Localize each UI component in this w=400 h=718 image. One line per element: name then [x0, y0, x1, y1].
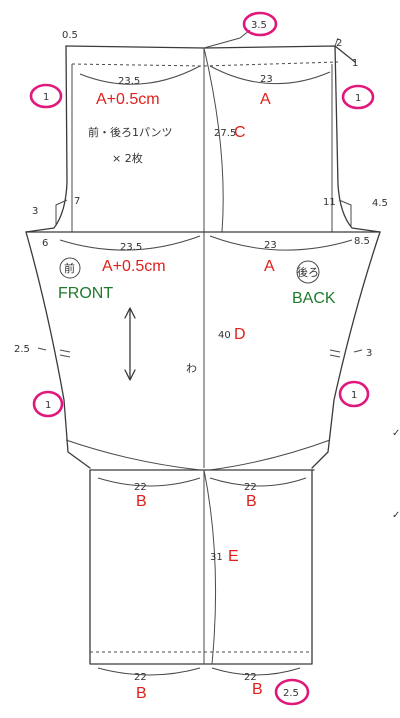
lower-length: 31 — [210, 552, 223, 563]
rise-highlight-circle — [242, 11, 278, 37]
rise-letter: C — [234, 124, 246, 141]
rise-at-center: 3.5 — [251, 20, 267, 31]
right-side-highlight-circle — [338, 380, 370, 408]
top-left-seam-label: A+0.5cm — [96, 91, 160, 108]
back-leg-outseam — [311, 231, 381, 469]
top-right-width: 23 — [260, 74, 273, 85]
right-drop-label: 1 — [352, 58, 358, 69]
hip-right-seam-label: A — [264, 258, 275, 275]
allowance-left-top: 1 — [43, 92, 49, 103]
side-seam-curve — [203, 47, 224, 233]
right-notch — [329, 349, 341, 358]
back-knee-arc — [209, 477, 307, 487]
hem-left-letter: B — [136, 685, 147, 702]
jp-title: 前・後ろ1パンツ — [88, 125, 173, 139]
left-side-highlight-circle — [32, 390, 64, 418]
hem-left-width: 22 — [134, 672, 147, 683]
crotch-left-seam: 7 — [74, 196, 80, 207]
hip-left-width: 23.5 — [120, 242, 142, 253]
crotch-left-ext: 3 — [32, 206, 38, 217]
right-top-highlight-circle — [341, 84, 375, 110]
waist-line — [65, 45, 356, 63]
back-waist-arc — [209, 65, 331, 85]
front-waist-arc — [79, 65, 201, 85]
hem-highlight-circle — [274, 678, 310, 706]
allowance-highlights: 3.5 1 1 1 1 2.5 — [29, 11, 375, 706]
front-jp-label: 前 — [64, 261, 75, 275]
back-jp-label: 後ろ — [297, 265, 319, 279]
edge-mark-2: ✓ — [392, 510, 400, 521]
front-circle — [59, 257, 81, 279]
allowance-left-side: 1 — [45, 400, 51, 411]
knee-right-letter: B — [246, 493, 257, 510]
back-rise-edge — [334, 45, 381, 233]
back-knee-curve — [209, 439, 331, 471]
front-hip-arc — [59, 235, 201, 251]
knee-left-letter: B — [136, 493, 147, 510]
front-rise-edge — [25, 45, 68, 233]
right-rise-label: 2 — [336, 38, 342, 49]
grainline-arrow-bottom — [124, 369, 136, 381]
corner-tick — [334, 37, 339, 47]
hem-right-letter: B — [252, 681, 263, 698]
rise-line — [203, 37, 241, 49]
lower-center-curve — [203, 469, 217, 665]
front-label: FRONT — [58, 285, 113, 302]
top-left-width: 23.5 — [118, 76, 140, 87]
waist-guide — [71, 61, 339, 67]
back-label: BACK — [292, 290, 336, 307]
allowance-right-side: 1 — [351, 390, 357, 401]
leg-length: 40 — [218, 330, 231, 341]
jp-count: × 2枚 — [112, 151, 143, 165]
left-crotch-box — [55, 199, 68, 226]
front-knee-arc — [97, 477, 201, 487]
left-side-arrow — [37, 347, 47, 351]
edge-mark-1: ✓ — [392, 428, 400, 439]
leg-letter: D — [234, 326, 246, 343]
knee-right-width: 22 — [244, 482, 257, 493]
measurement-labels: 0.5 2 1 23.5 23 A+0.5cm A 前・後ろ1パンツ × 2枚 … — [14, 30, 388, 702]
back-hem-arc — [211, 667, 301, 676]
crotch-left-depth: 6 — [42, 238, 48, 249]
crotch-right-seam: 11 — [323, 197, 336, 208]
back-circle — [296, 260, 320, 284]
front-leg-outseam — [25, 231, 91, 469]
rise-length: 27.5 — [214, 128, 236, 139]
lower-leg-outline — [89, 469, 313, 665]
grain-mark: わ — [186, 362, 197, 375]
front-knee-curve — [65, 439, 201, 471]
left-notch — [59, 349, 71, 358]
hem-right-width: 22 — [244, 672, 257, 683]
crotch-right-depth: 8.5 — [354, 236, 370, 247]
pattern-outline — [25, 29, 381, 676]
left-side-measure: 2.5 — [14, 344, 30, 355]
left-top-highlight-circle — [29, 83, 63, 109]
hem-allowance: 2.5 — [283, 688, 299, 699]
front-hem-arc — [97, 667, 201, 676]
right-side-measure: 3 — [366, 348, 372, 359]
right-side-arrow — [353, 349, 363, 353]
lower-letter: E — [228, 548, 239, 565]
top-corner-label: 0.5 — [62, 30, 78, 41]
hip-right-width: 23 — [264, 240, 277, 251]
allowance-right-top: 1 — [355, 93, 361, 104]
grainline-arrow-top — [124, 307, 136, 319]
knee-left-width: 22 — [134, 482, 147, 493]
crotch-right-ext: 4.5 — [372, 198, 388, 209]
top-right-seam-label: A — [260, 91, 271, 108]
hip-left-seam-label: A+0.5cm — [102, 258, 166, 275]
right-crotch-box — [338, 199, 352, 226]
back-hip-arc — [209, 235, 353, 251]
